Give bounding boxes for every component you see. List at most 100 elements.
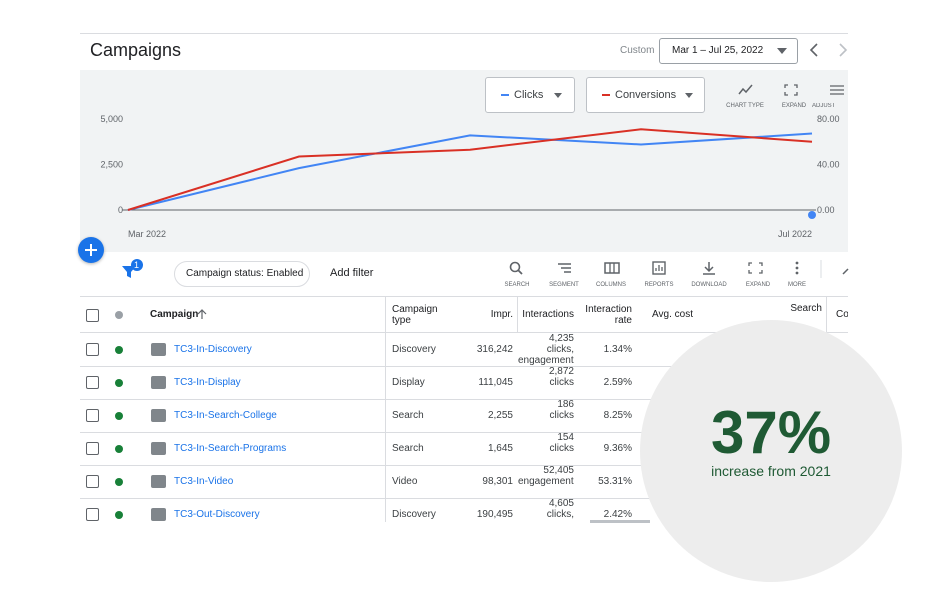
- toolbar-icons: [509, 260, 849, 278]
- column-header[interactable]: Impr.: [490, 309, 513, 320]
- x-tick-label: Jul 2022: [778, 229, 812, 239]
- impressions: 2,255: [487, 410, 513, 421]
- filter-chip-label: Campaign status: Enabled: [186, 268, 304, 279]
- row-border: [80, 399, 848, 400]
- campaign-type: Discovery: [392, 509, 436, 520]
- scroll-thumb: [590, 520, 650, 523]
- y-tick-label: 0: [118, 205, 123, 215]
- toolbar-label[interactable]: SEGMENT: [549, 282, 579, 288]
- header-border: [80, 332, 848, 333]
- chart-control[interactable]: ADJUST: [812, 103, 836, 109]
- metric-chip[interactable]: Conversions: [586, 77, 705, 113]
- chart-panel: [80, 70, 848, 252]
- checkbox[interactable]: [86, 442, 99, 455]
- date-nav[interactable]: [808, 42, 848, 58]
- interactions: 4,605 clicks,: [546, 498, 574, 520]
- impressions: 316,242: [476, 344, 513, 355]
- column-header[interactable]: Campaign type: [392, 304, 438, 326]
- add-button[interactable]: [78, 237, 104, 263]
- type-icon: [151, 475, 166, 488]
- campaign-name[interactable]: TC3-In-Search-College: [174, 410, 277, 421]
- series-line: [127, 128, 813, 211]
- table-top-border: [80, 296, 848, 297]
- y2-tick-label: 0.00: [817, 205, 835, 215]
- status-dot: [115, 379, 123, 387]
- toolbar-label[interactable]: EXPAND: [745, 282, 771, 288]
- y2-tick-label: 80.00: [817, 114, 840, 124]
- dropdown-arrow: [554, 93, 562, 98]
- chart-control-icons: [738, 84, 844, 96]
- interactions: 52,405 engagements: [518, 465, 574, 487]
- column-divider: [826, 297, 827, 332]
- table-clip: [80, 522, 640, 607]
- interactions: 2,872 clicks: [548, 366, 574, 388]
- toolbar-label[interactable]: REPORTS: [644, 282, 674, 288]
- checkbox[interactable]: [86, 309, 99, 322]
- checkbox[interactable]: [86, 409, 99, 422]
- status-dot: [115, 478, 123, 486]
- campaign-type: Discovery: [392, 344, 436, 355]
- line-chart: 0 2,500 5,000 0.00 40.00 80.00 Mar 2022 Jul 202…: [100, 114, 840, 239]
- status-dot: [115, 445, 123, 453]
- toolbar-label[interactable]: COLUMNS: [595, 282, 626, 288]
- campaign-name[interactable]: TC3-Out-Discovery: [174, 509, 260, 520]
- campaign-type: Search: [392, 410, 424, 421]
- impressions: 111,045: [478, 377, 513, 388]
- type-icon: [151, 508, 166, 521]
- column-header[interactable]: Co: [836, 309, 848, 320]
- column-header[interactable]: Search: [790, 303, 822, 314]
- status-dot: [115, 412, 123, 420]
- filter-chip[interactable]: Campaign status: Enabled: [174, 261, 310, 287]
- date-picker[interactable]: Mar 1 – Jul 25, 2022: [659, 38, 798, 64]
- row-border: [80, 432, 848, 433]
- campaign-name[interactable]: TC3-In-Discovery: [174, 344, 252, 355]
- legend-entry: Clicks: [514, 89, 544, 101]
- row-border: [80, 465, 848, 466]
- impressions: 98,301: [482, 476, 513, 487]
- series-swatch: [602, 94, 610, 96]
- interactions: 186 clicks: [549, 399, 574, 421]
- interaction-rate: 1.34%: [603, 344, 632, 355]
- interaction-rate: 9.36%: [603, 443, 632, 454]
- dropdown-arrow: [777, 48, 787, 54]
- status-dot: [115, 346, 123, 354]
- interaction-rate: 2.59%: [603, 377, 632, 388]
- hover-handle: [808, 211, 816, 219]
- series-line: [127, 132, 813, 211]
- campaign-name[interactable]: TC3-In-Search-Programs: [174, 443, 287, 454]
- y-tick-label: 2,500: [100, 160, 123, 170]
- callout-caption: increase from 2021: [711, 463, 831, 479]
- status-dot: [115, 511, 123, 519]
- campaign-name[interactable]: TC3-In-Display: [174, 377, 241, 388]
- campaign-name[interactable]: TC3-In-Video: [174, 476, 234, 487]
- interaction-rate: 53.31%: [598, 476, 632, 487]
- series-swatch: [501, 94, 509, 96]
- column-header[interactable]: Interaction rate: [585, 304, 632, 326]
- filter-icon[interactable]: [120, 258, 144, 280]
- column-header[interactable]: Interactions: [522, 309, 574, 320]
- checkbox[interactable]: [86, 475, 99, 488]
- type-icon: [151, 343, 166, 356]
- interactions: 4,235 clicks, engagements: [518, 333, 574, 366]
- toolbar-label[interactable]: SEARCH: [504, 282, 530, 288]
- checkbox[interactable]: [86, 343, 99, 356]
- metric-chip[interactable]: Clicks: [485, 77, 575, 113]
- toolbar-label[interactable]: MORE: [788, 282, 806, 288]
- checkbox[interactable]: [86, 376, 99, 389]
- date-mode: Custom: [620, 45, 655, 56]
- column-header[interactable]: Campaign: [150, 309, 199, 320]
- chart-control[interactable]: EXPAND: [781, 103, 807, 109]
- toolbar-label[interactable]: DOWNLOAD: [691, 282, 727, 288]
- column-header[interactable]: Avg. cost: [652, 309, 693, 320]
- dropdown-arrow: [685, 93, 693, 98]
- chart-control[interactable]: CHART TYPE: [726, 103, 764, 109]
- checkbox[interactable]: [86, 508, 99, 521]
- interaction-rate: 2.42%: [603, 509, 632, 520]
- date-range: Mar 1 – Jul 25, 2022: [672, 45, 764, 56]
- status-header-dot: [115, 311, 123, 319]
- interaction-rate: 8.25%: [603, 410, 632, 421]
- x-tick-label: Mar 2022: [128, 229, 166, 239]
- add-filter[interactable]: Add filter: [330, 267, 374, 279]
- filter-count: 1: [134, 260, 140, 270]
